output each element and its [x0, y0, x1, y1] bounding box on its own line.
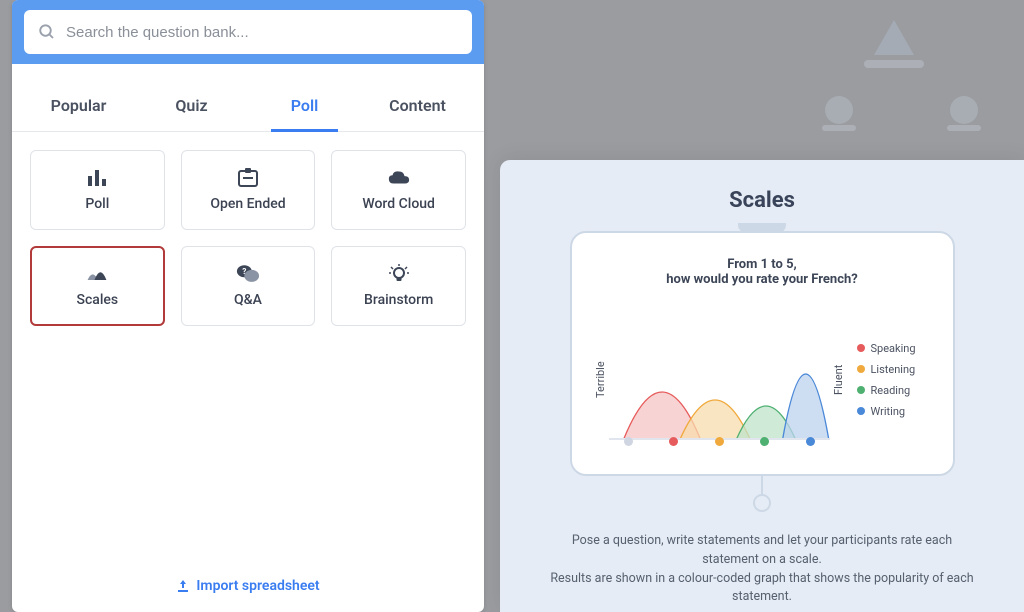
card-label: Open Ended — [210, 196, 285, 212]
scale-dots — [609, 437, 830, 446]
card-label: Q&A — [234, 292, 262, 308]
preview-description: Pose a question, write statements and le… — [532, 532, 992, 607]
tab-popular[interactable]: Popular — [22, 82, 135, 131]
legend-item: Listening — [857, 363, 933, 376]
card-word-cloud[interactable]: Word Cloud — [331, 150, 466, 230]
scale-dot — [806, 437, 815, 446]
search-bar-container — [12, 0, 484, 64]
scale-dot — [760, 437, 769, 446]
card-qa[interactable]: ? Q&A — [181, 246, 316, 326]
import-spreadsheet-link[interactable]: Import spreadsheet — [12, 560, 484, 612]
legend-item: Speaking — [857, 342, 933, 355]
form-icon — [236, 168, 260, 188]
card-scales[interactable]: Scales — [30, 246, 165, 326]
desc-line1: Pose a question, write statements and le… — [572, 533, 952, 567]
search-input[interactable] — [66, 24, 458, 41]
tab-poll[interactable]: Poll — [248, 82, 361, 131]
legend-label: Writing — [871, 405, 906, 418]
legend-label: Speaking — [871, 342, 916, 355]
legend-item: Reading — [857, 384, 933, 397]
preview-screen: From 1 to 5, how would you rate your Fre… — [570, 231, 955, 476]
question-type-panel: Popular Quiz Poll Content Poll — [12, 0, 484, 612]
scales-icon — [85, 264, 109, 284]
search-bar[interactable] — [24, 10, 472, 54]
screen-stand — [761, 476, 763, 500]
legend-dot — [857, 344, 865, 352]
card-label: Poll — [85, 196, 109, 212]
card-label: Word Cloud — [362, 196, 435, 212]
card-label: Scales — [77, 292, 119, 308]
legend-item: Writing — [857, 405, 933, 418]
axis-label-right: Fluent — [830, 301, 847, 458]
tab-quiz[interactable]: Quiz — [135, 82, 248, 131]
upload-icon — [176, 579, 190, 593]
card-label: Brainstorm — [364, 292, 433, 308]
legend-dot — [857, 386, 865, 394]
search-icon — [38, 23, 56, 41]
import-label: Import spreadsheet — [196, 578, 319, 594]
card-open-ended[interactable]: Open Ended — [181, 150, 316, 230]
tab-content[interactable]: Content — [361, 82, 474, 131]
legend-label: Reading — [871, 384, 911, 397]
legend-dot — [857, 365, 865, 373]
chart-legend: Speaking Listening Reading Writing — [847, 301, 933, 458]
cloud-icon — [387, 168, 411, 188]
preview-title: Scales — [729, 188, 795, 213]
scale-dot — [715, 437, 724, 446]
legend-label: Listening — [871, 363, 916, 376]
chart-question-line2: how would you rate your French? — [666, 272, 858, 287]
svg-text:?: ? — [242, 267, 246, 277]
card-grid: Poll Open Ended Word Cloud — [12, 132, 484, 326]
axis-label-left: Terrible — [592, 301, 609, 458]
scale-dot — [624, 437, 633, 446]
preview-panel: Scales From 1 to 5, how would you rate y… — [500, 160, 1024, 612]
lightbulb-icon — [387, 264, 411, 284]
tabs: Popular Quiz Poll Content — [12, 82, 484, 132]
chart-area: Terrible Fluent Speaking Listening Reading… — [592, 301, 933, 458]
card-poll[interactable]: Poll — [30, 150, 165, 230]
qa-icon: ? — [236, 264, 260, 284]
chart-question-line1: From 1 to 5, — [727, 257, 797, 272]
desc-line2: Results are shown in a colour-coded grap… — [550, 571, 973, 605]
legend-dot — [857, 407, 865, 415]
scale-dot — [669, 437, 678, 446]
background-decoration — [804, 10, 1004, 140]
bar-chart-icon — [85, 168, 109, 188]
card-brainstorm[interactable]: Brainstorm — [331, 246, 466, 326]
chart-humps — [609, 301, 830, 458]
